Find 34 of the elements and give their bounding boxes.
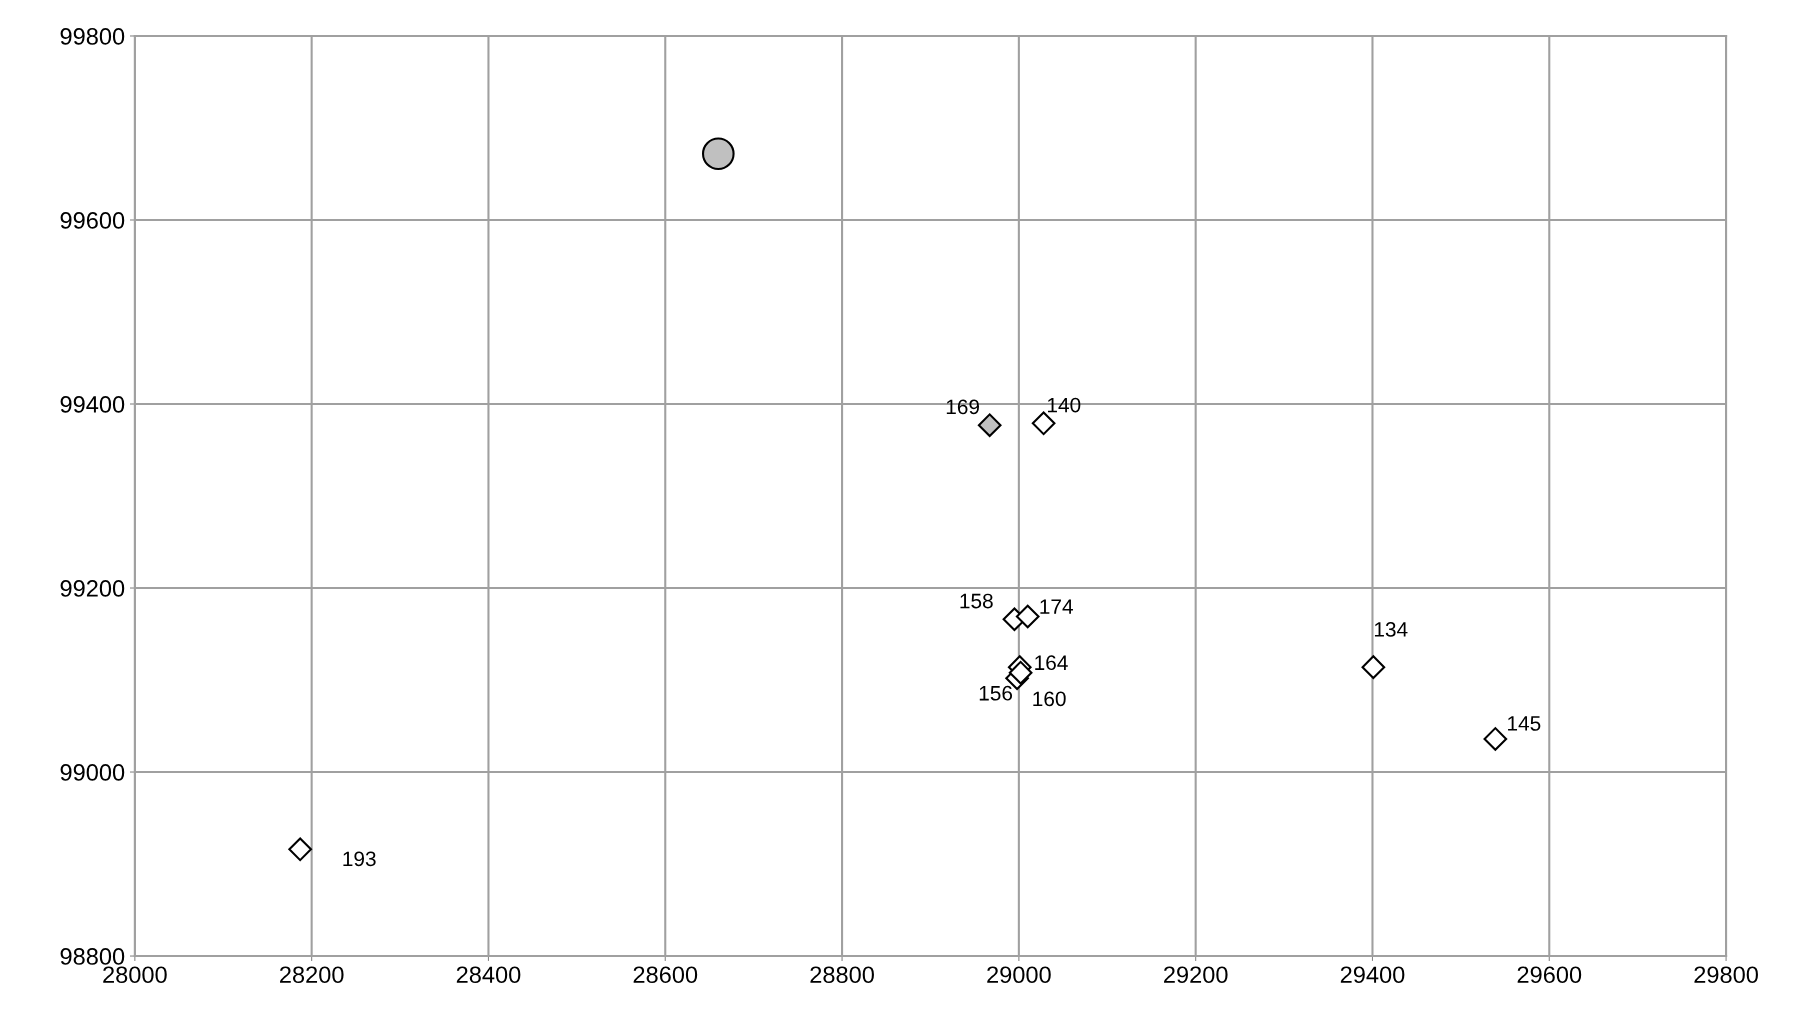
annotation: 145 bbox=[1508, 716, 1541, 731]
annotation: 174 bbox=[1040, 599, 1073, 614]
x-tick-label: 28800 bbox=[810, 966, 874, 984]
annotation: 134 bbox=[1374, 622, 1408, 637]
y-tick-label: 99000 bbox=[60, 764, 125, 781]
x-tick-label: 29400 bbox=[1340, 966, 1405, 984]
annotation: 169 bbox=[946, 399, 980, 415]
y-tick-label: 99400 bbox=[60, 396, 125, 413]
y-tick-label: 99800 bbox=[60, 28, 125, 45]
annotation: 158 bbox=[960, 593, 993, 609]
point bbox=[1008, 660, 1033, 685]
x-tick-label: 28000 bbox=[103, 966, 167, 984]
x-tick-label: 28600 bbox=[633, 966, 698, 984]
x-tick-label: 29200 bbox=[1164, 966, 1228, 984]
annotation: 160 bbox=[1033, 691, 1066, 707]
x-tick-label: 29800 bbox=[1694, 966, 1758, 984]
point bbox=[701, 137, 735, 171]
x-tick-label: 29000 bbox=[987, 966, 1051, 984]
x-tick-label: 28400 bbox=[456, 966, 521, 984]
annotation: 164 bbox=[1035, 655, 1068, 671]
point bbox=[288, 837, 312, 862]
y-tick-label: 99600 bbox=[60, 212, 125, 229]
annotation: 140 bbox=[1047, 397, 1081, 413]
x-tick-label: 29600 bbox=[1517, 966, 1582, 984]
annotation: 193 bbox=[343, 851, 376, 867]
point bbox=[1015, 604, 1040, 629]
annotation: 156 bbox=[979, 685, 1013, 701]
point bbox=[977, 413, 1002, 438]
point bbox=[1361, 655, 1386, 679]
point bbox=[1483, 727, 1508, 751]
point bbox=[1031, 411, 1056, 436]
y-tick-label: 99200 bbox=[60, 580, 125, 597]
x-tick-label: 28200 bbox=[280, 966, 344, 984]
y-tick-label: 98800 bbox=[60, 948, 125, 965]
